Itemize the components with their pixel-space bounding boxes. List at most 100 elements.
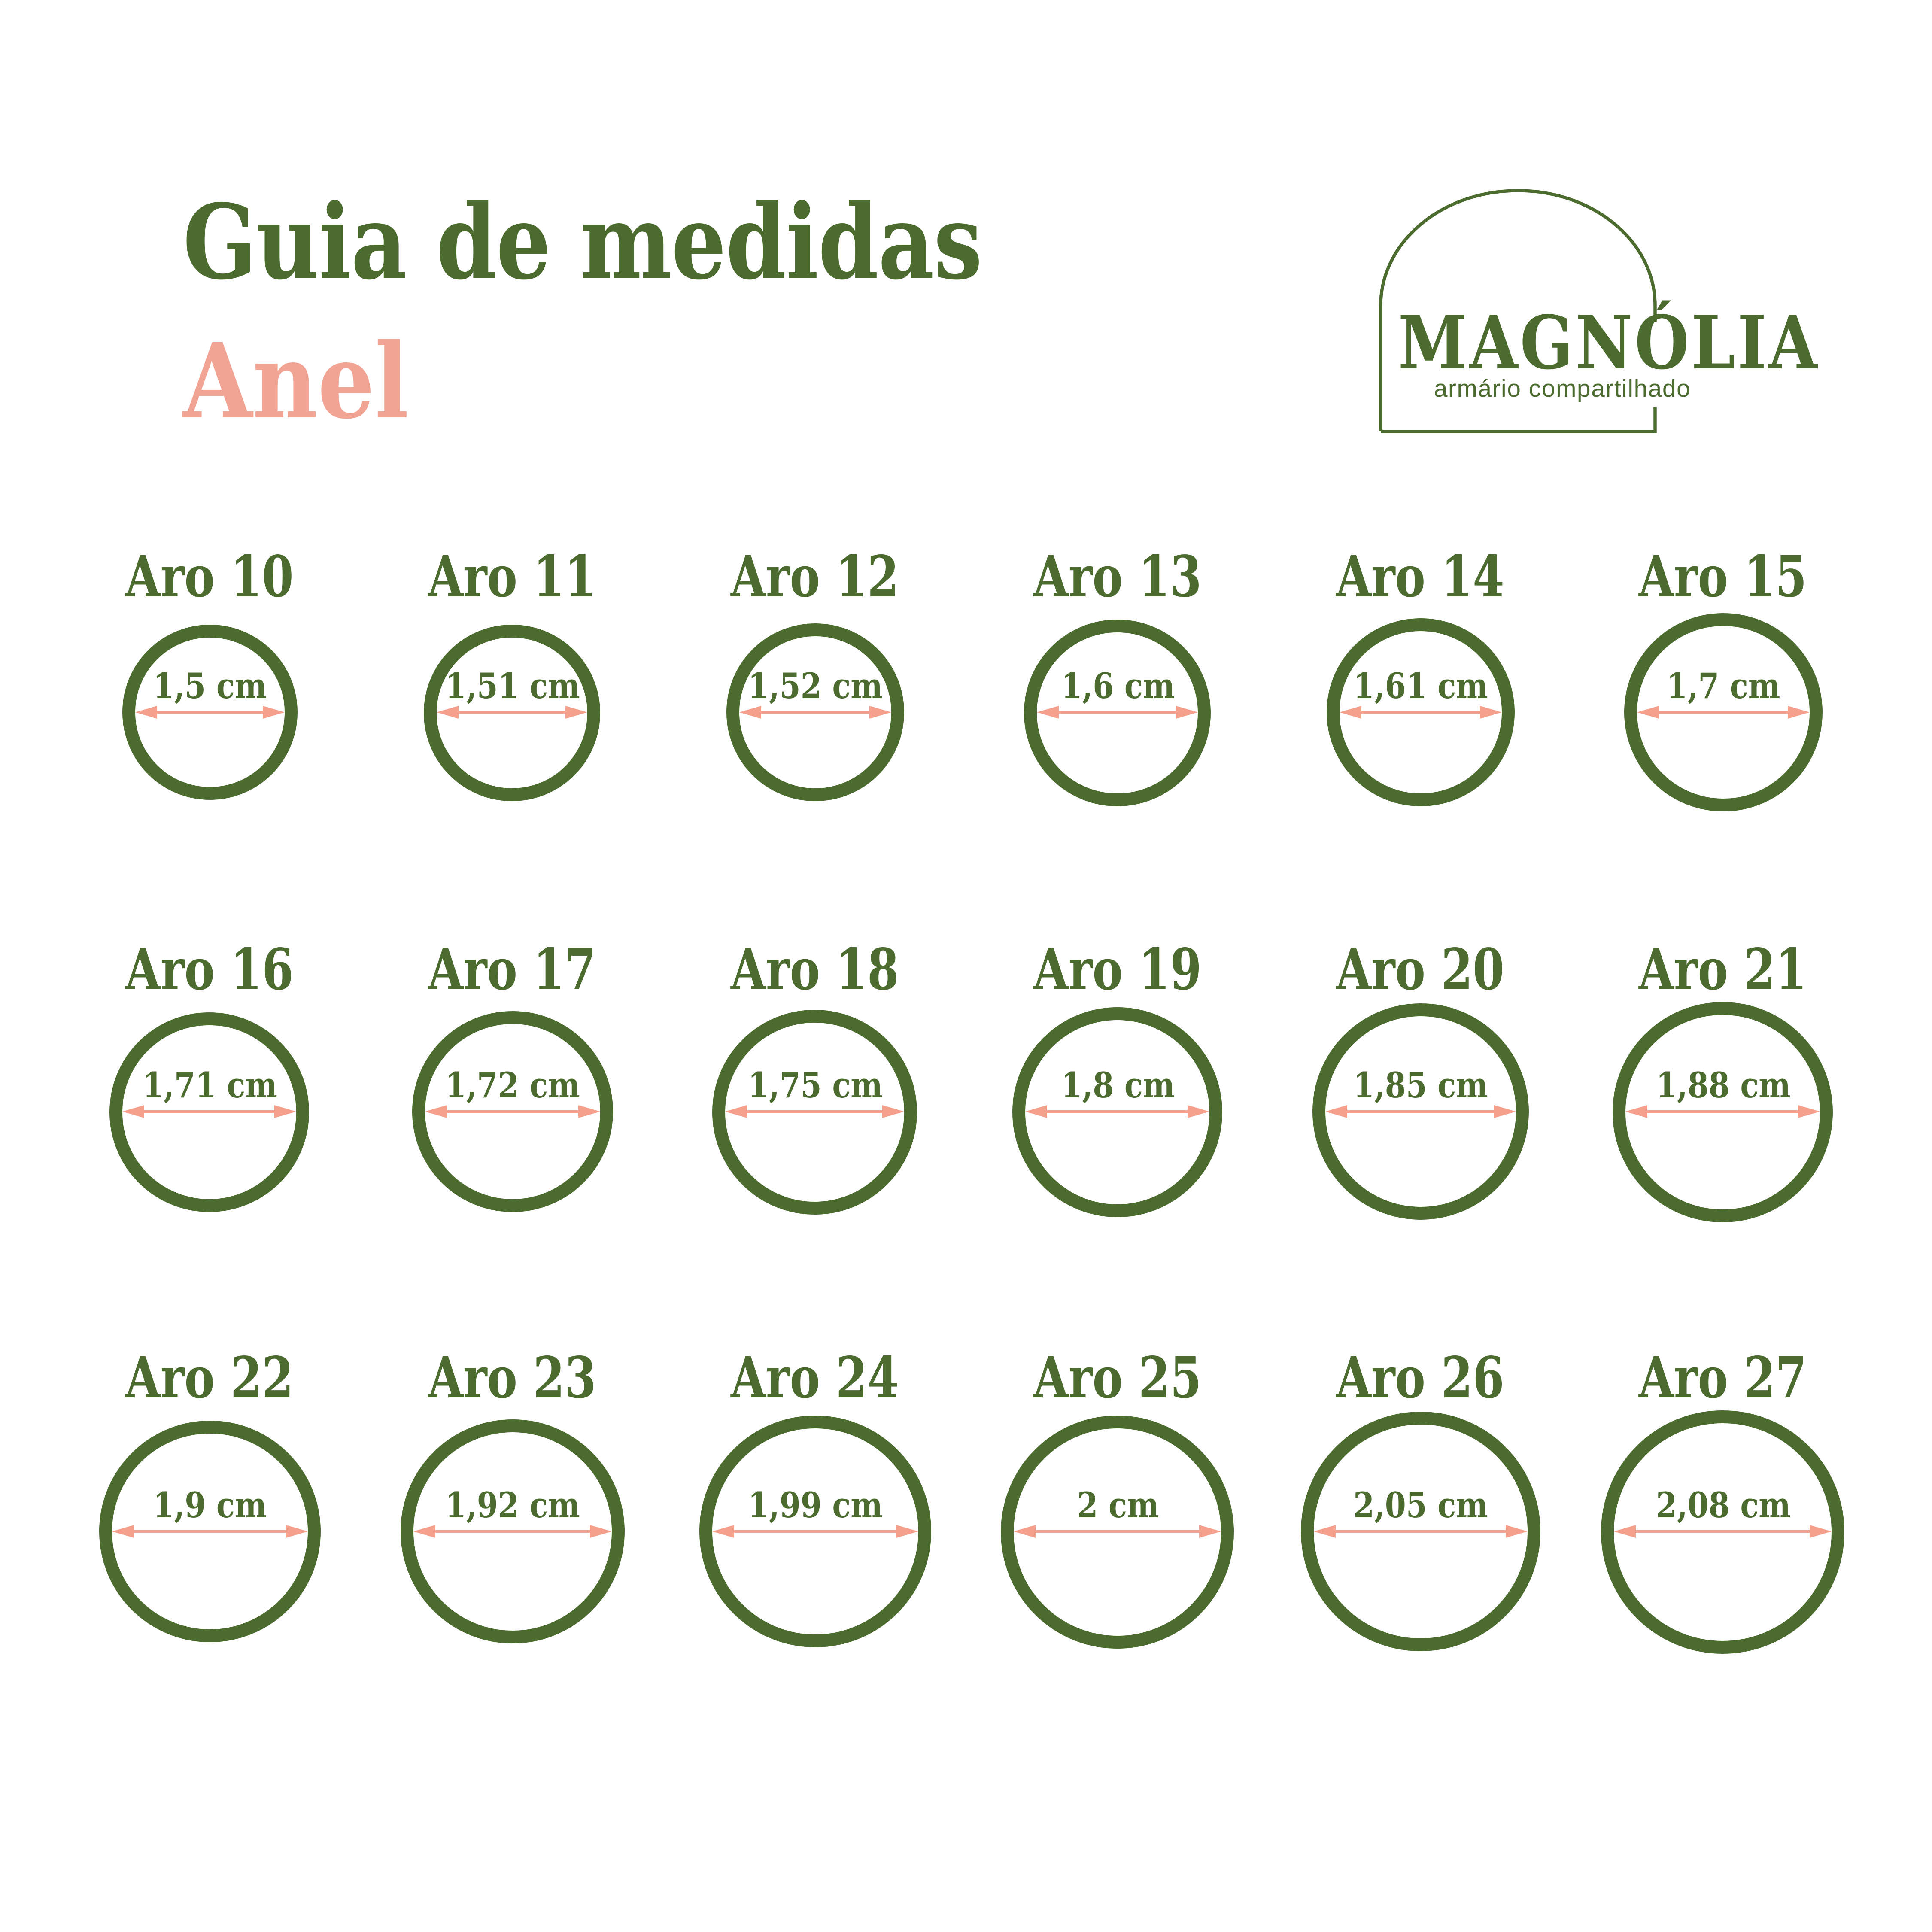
ring-circle: 1,5 cm [122,625,297,800]
diameter-arrow-icon [140,711,279,714]
ring-area: 1,52 cm [726,612,904,813]
ring-diameter-value: 1,75 cm [747,1066,882,1106]
diameter-arrow-icon [1042,711,1193,714]
diameter-arrow-icon [116,1530,302,1533]
ring-label: Aro 24 [730,1346,899,1412]
ring-circle: 1,52 cm [726,623,904,801]
ring-diameter-value: 1,92 cm [444,1486,580,1526]
ring-circle: 1,99 cm [699,1416,931,1647]
ring-circle: 2,05 cm [1300,1412,1540,1651]
ring-label: Aro 12 [730,545,899,611]
ring-card: Aro 22 1,9 cm [58,1346,361,1654]
ring-area: 1,92 cm [400,1409,624,1654]
ring-label: Aro 27 [1638,1346,1807,1412]
ring-area: 1,51 cm [424,612,600,813]
ring-card: Aro 15 1,7 cm [1571,545,1874,813]
ring-card: Aro 25 2 cm [966,1346,1269,1654]
ring-diameter-value: 2,08 cm [1655,1486,1790,1526]
ring-area: 1,6 cm [1024,612,1211,813]
ring-label: Aro 17 [428,938,596,1003]
ring-circle: 2,08 cm [1601,1410,1844,1653]
ring-card: Aro 24 1,99 cm [663,1346,966,1654]
ring-circle: 1,9 cm [98,1421,320,1642]
ring-card: Aro 19 1,8 cm [966,938,1269,1222]
ring-label: Aro 16 [125,938,294,1003]
diameter-arrow-icon [128,1110,291,1113]
ring-circle: 1,8 cm [1012,1006,1222,1217]
diameter-arrow-icon [1619,1530,1826,1533]
ring-circle: 1,85 cm [1312,1003,1528,1220]
ring-diameter-value: 2 cm [1076,1486,1159,1526]
ring-diameter-value: 1,85 cm [1352,1066,1488,1106]
ring-row: Aro 10 1,5 cm Aro 11 1,51 cm Aro 12 1,52… [58,545,1874,813]
ring-size-grid: Aro 10 1,5 cm Aro 11 1,51 cm Aro 12 1,52… [58,545,1874,1654]
ring-diameter-value: 1,5 cm [152,667,266,707]
ring-diameter-value: 1,71 cm [142,1066,277,1106]
ring-diameter-value: 1,8 cm [1060,1066,1174,1106]
ring-row: Aro 22 1,9 cm Aro 23 1,92 cm Aro 24 1,99… [58,1346,1874,1654]
ring-label: Aro 14 [1336,545,1504,611]
ring-area: 1,75 cm [712,1001,917,1222]
ring-circle: 1,51 cm [424,624,600,801]
ring-card: Aro 27 2,08 cm [1571,1346,1874,1654]
ring-label: Aro 10 [125,545,294,611]
diameter-arrow-icon [1318,1530,1522,1533]
brand-tagline: armário compartilhado [1434,376,1691,403]
ring-label: Aro 11 [428,545,596,611]
ring-area: 1,8 cm [1012,1001,1222,1222]
ring-diameter-value: 1,61 cm [1352,667,1488,707]
ring-diameter-value: 1,7 cm [1666,667,1780,707]
ring-circle: 1,75 cm [712,1009,917,1214]
brand-name: MAGNÓLIA [1398,300,1820,386]
ring-area: 1,71 cm [109,1001,309,1222]
ring-card: Aro 16 1,71 cm [58,938,361,1222]
ring-circle: 1,71 cm [109,1012,309,1212]
ring-card: Aro 12 1,52 cm [663,545,966,813]
ring-label: Aro 21 [1638,938,1807,1003]
diameter-arrow-icon [418,1530,606,1533]
diameter-arrow-icon [1641,711,1804,714]
ring-diameter-value: 1,51 cm [444,667,580,707]
ring-label: Aro 18 [730,938,899,1003]
ring-area: 1,9 cm [98,1409,320,1654]
ring-area: 1,72 cm [411,1001,613,1222]
ring-label: Aro 15 [1638,545,1807,611]
ring-card: Aro 18 1,75 cm [663,938,966,1222]
diameter-arrow-icon [442,711,582,714]
ring-diameter-value: 1,88 cm [1655,1066,1790,1106]
ring-label: Aro 19 [1033,938,1202,1003]
ring-row: Aro 16 1,71 cm Aro 17 1,72 cm Aro 18 1,7… [58,938,1874,1222]
ring-area: 2,05 cm [1300,1409,1540,1654]
ring-circle: 1,6 cm [1024,619,1211,806]
diameter-arrow-icon [1344,711,1496,714]
ring-label: Aro 26 [1336,1346,1504,1412]
logo-arch-icon [1379,189,1657,433]
diameter-arrow-icon [744,711,886,714]
ring-area: 2,08 cm [1601,1409,1844,1654]
diameter-arrow-icon [717,1530,913,1533]
ring-area: 1,61 cm [1326,612,1514,813]
page-subtitle: Anel [183,321,409,442]
ring-area: 1,5 cm [122,612,297,813]
ring-circle: 1,92 cm [400,1419,624,1643]
ring-circle: 1,88 cm [1613,1001,1833,1222]
ring-label: Aro 25 [1033,1346,1202,1412]
diameter-arrow-icon [1019,1530,1216,1533]
ring-circle: 1,72 cm [411,1011,613,1212]
ring-card: Aro 11 1,51 cm [361,545,663,813]
ring-area: 1,85 cm [1312,1001,1528,1222]
ring-card: Aro 21 1,88 cm [1571,938,1874,1222]
ring-card: Aro 14 1,61 cm [1269,545,1571,813]
ring-diameter-value: 2,05 cm [1352,1486,1488,1526]
ring-card: Aro 10 1,5 cm [58,545,361,813]
ring-card: Aro 26 2,05 cm [1269,1346,1571,1654]
ring-area: 2 cm [1001,1409,1234,1654]
ring-circle: 2 cm [1001,1415,1234,1648]
ring-area: 1,99 cm [699,1409,931,1654]
ring-label: Aro 22 [125,1346,294,1412]
ring-card: Aro 23 1,92 cm [361,1349,663,1654]
ring-card: Aro 20 1,85 cm [1269,941,1571,1222]
ring-card: Aro 17 1,72 cm [361,938,663,1222]
page-title: Guia de medidas [183,182,982,303]
